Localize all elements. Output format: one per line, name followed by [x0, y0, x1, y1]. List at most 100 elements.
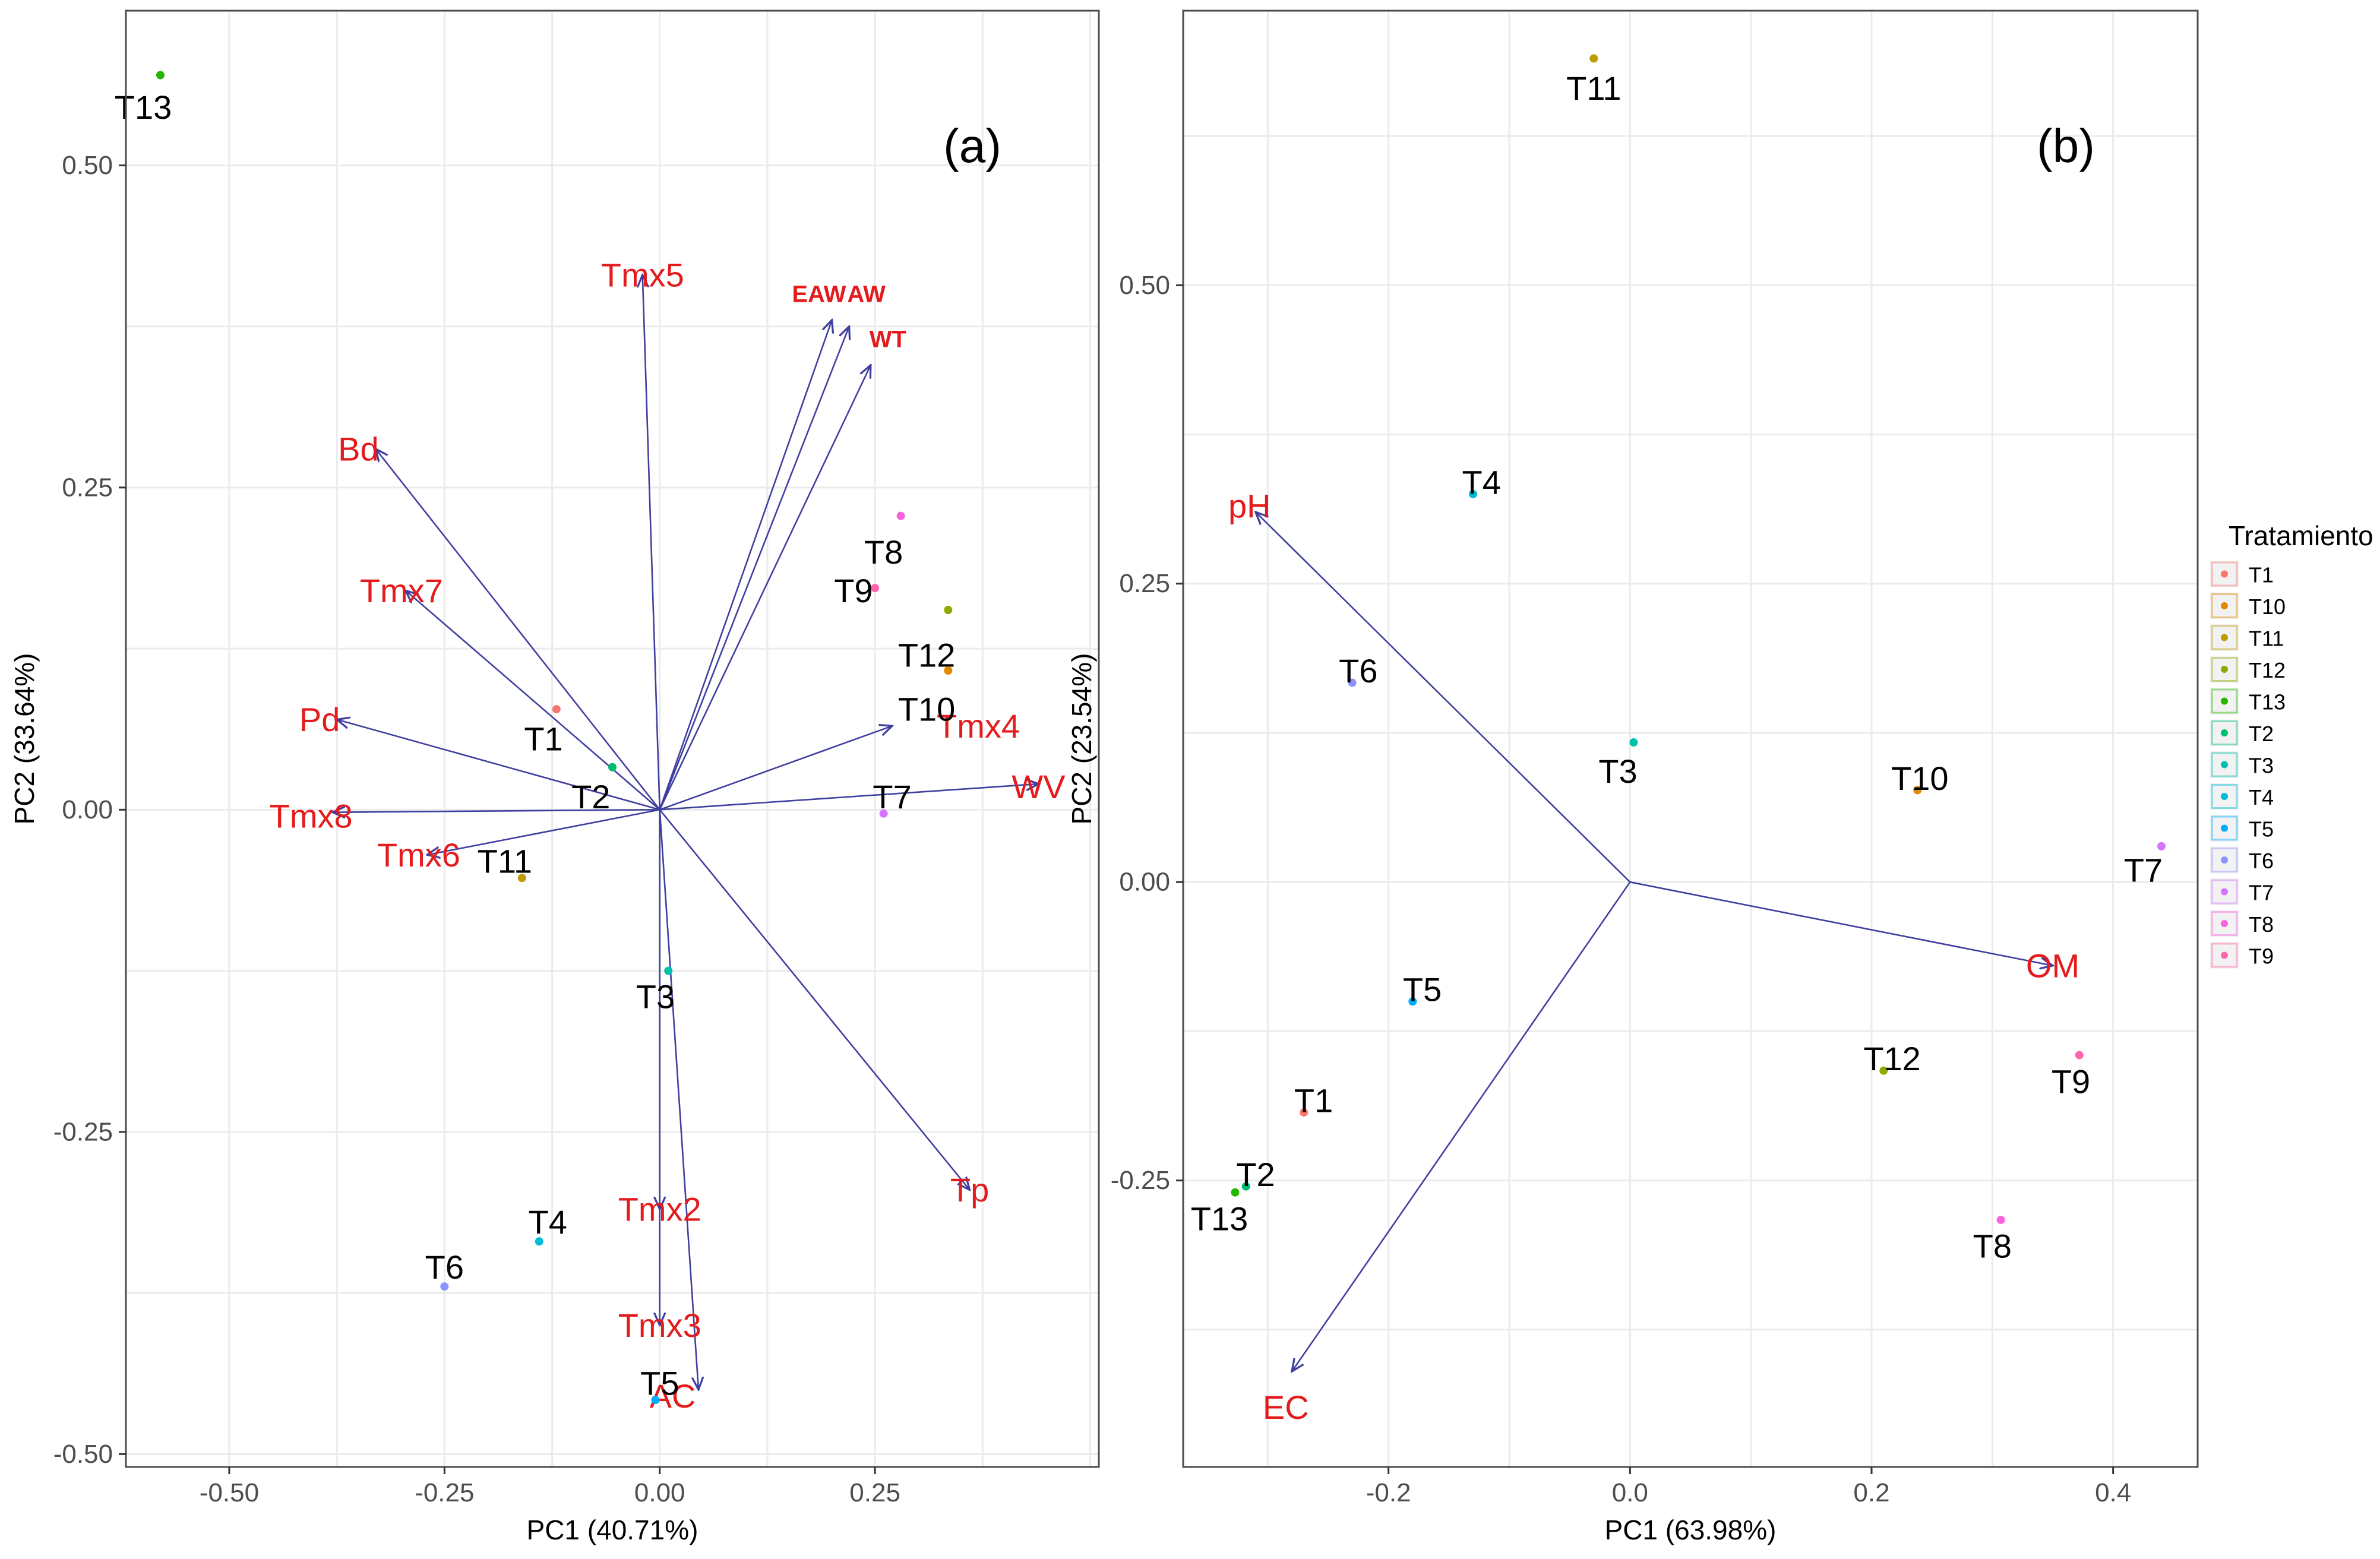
- point-label-b-t10: T10: [1891, 760, 1949, 797]
- point-label-a-t3: T3: [636, 978, 675, 1015]
- legend-key-outline-t1: [2211, 561, 2238, 587]
- legend-swatch-t13: [2221, 697, 2228, 705]
- point-b-t5: [1408, 997, 1417, 1006]
- panel-b-grid: [1183, 11, 2198, 1467]
- x-tick-label-b-1: 0.0: [1612, 1478, 1648, 1507]
- legend-label-t11: T11: [2249, 627, 2284, 651]
- legend-key-outline-t3: [2211, 752, 2238, 777]
- y-tick-label-a-4: 0.50: [62, 151, 113, 180]
- point-b-t10: [1913, 786, 1922, 795]
- legend-label-t1: T1: [2249, 563, 2274, 587]
- y-tick-label-a-3: 0.25: [62, 473, 113, 502]
- panel-b-border: [1182, 10, 2199, 1468]
- vector-label-a-tmx2: Tmx2: [618, 1191, 701, 1228]
- point-a-t13: [156, 71, 165, 80]
- point-label-a-t4: T4: [529, 1203, 567, 1241]
- legend-label-t8: T8: [2249, 912, 2274, 937]
- panel-a-background: [126, 11, 1099, 1467]
- vector-a-wv: [659, 784, 1039, 811]
- x-axis-title-b: PC1 (63.98%): [1605, 1514, 1777, 1545]
- legend-swatch-t8: [2221, 920, 2228, 927]
- y-tick-label-b-2: 0.25: [1119, 569, 1170, 598]
- vector-label-a-ac: AC: [650, 1377, 696, 1415]
- point-a-t12: [944, 606, 953, 615]
- legend-title: Tratamiento: [2229, 520, 2373, 551]
- vector-label-b-ph: pH: [1228, 488, 1271, 525]
- point-label-a-t9: T9: [834, 572, 873, 609]
- point-label-a-t1: T1: [524, 720, 562, 758]
- x-tick-label-a-3: 0.25: [849, 1478, 900, 1507]
- vector-label-b-om: OM: [2026, 947, 2079, 984]
- vector-label-a-tmx8: Tmx8: [270, 798, 353, 835]
- point-label-b-t1: T1: [1294, 1082, 1333, 1119]
- vector-a-tmx5: [643, 275, 661, 810]
- vector-a-bd: [375, 449, 660, 811]
- panel-a-axes: -0.50 -0.25 0.00 0.25 -0.50 -0.25 0.00 0.25 0.50…: [9, 151, 900, 1545]
- panel-a-border: [125, 10, 1100, 1468]
- vector-b-om: [1630, 881, 2053, 966]
- legend-swatch-t11: [2221, 634, 2228, 641]
- point-label-a-t8: T8: [864, 533, 903, 571]
- point-a-t5: [651, 1396, 660, 1405]
- y-tick-label-a-0: -0.50: [53, 1440, 113, 1469]
- vector-a-wt: [659, 365, 871, 810]
- panel-a-loading-vectors: Tmx5 EAW AW WT Bd Tmx7 Pd Tmx8 Tmx6 Tmx4 WV Tp Tmx2 T…: [270, 256, 1066, 1415]
- point-label-b-t7: T7: [2124, 852, 2163, 889]
- legend-key-outline-t11: [2211, 625, 2238, 650]
- point-b-t4: [1469, 489, 1477, 498]
- point-b-t6: [1348, 678, 1357, 687]
- point-label-b-t11: T11: [1566, 69, 1621, 107]
- y-tick-label-b-3: 0.50: [1119, 271, 1170, 300]
- legend-label-t7: T7: [2249, 881, 2274, 905]
- point-label-b-t4: T4: [1462, 463, 1501, 501]
- vector-label-a-tmx7: Tmx7: [360, 572, 443, 609]
- legend-swatch-t1: [2221, 570, 2228, 578]
- vector-label-a-aw: AW: [847, 281, 886, 307]
- legend-key-outline-t2: [2211, 720, 2238, 745]
- vector-a-tp: [659, 809, 970, 1190]
- legend-label-t9: T9: [2249, 944, 2274, 969]
- point-label-b-t13: T13: [1191, 1200, 1249, 1237]
- vector-b-ec: [1292, 881, 1631, 1371]
- legend-label-t5: T5: [2249, 817, 2274, 842]
- legend-key-outline-t4: [2211, 784, 2238, 809]
- panel-b-label: (b): [2037, 119, 2095, 172]
- point-b-t7: [2157, 842, 2166, 850]
- point-a-t2: [608, 763, 617, 771]
- point-label-a-t10: T10: [898, 691, 956, 728]
- legend-key-outline-t5: [2211, 815, 2238, 841]
- panel-b-loading-vectors: pH OM EC: [1228, 488, 2079, 1426]
- vector-label-a-tmx3: Tmx3: [618, 1307, 701, 1344]
- point-label-a-t5: T5: [640, 1364, 679, 1402]
- legend-swatch-t3: [2221, 761, 2228, 769]
- panel-b-axes: -0.2 0.0 0.2 0.4 -0.25 0.00 0.25 0.50 PC1 (63.98…: [1066, 271, 2131, 1545]
- point-a-t10: [944, 666, 953, 675]
- y-tick-label-b-1: 0.00: [1119, 868, 1170, 897]
- legend-label-t3: T3: [2249, 754, 2274, 778]
- y-tick-label-b-0: -0.25: [1111, 1166, 1170, 1195]
- point-a-t4: [535, 1237, 543, 1246]
- legend-label-t10: T10: [2249, 594, 2286, 619]
- vector-label-a-tmx5: Tmx5: [601, 256, 684, 293]
- vector-label-a-tp: Tp: [950, 1171, 989, 1209]
- panel-b-background: [1183, 11, 2198, 1467]
- x-tick-label-a-2: 0.00: [634, 1478, 685, 1507]
- point-label-a-t6: T6: [425, 1248, 464, 1286]
- legend-swatch-t4: [2221, 793, 2228, 800]
- legend-swatch-t12: [2221, 666, 2228, 673]
- x-axis-title-a: PC1 (40.71%): [527, 1514, 698, 1545]
- point-a-t6: [440, 1282, 449, 1291]
- point-b-t11: [1589, 54, 1598, 63]
- vector-a-tmx7: [406, 590, 660, 811]
- point-label-a-t11: T11: [478, 843, 532, 880]
- legend-key-outline-t13: [2211, 688, 2238, 714]
- y-axis-title-b: PC2 (23.54%): [1066, 653, 1097, 825]
- panel-b-points: T11 T4 T6 T3 T10 T7 T5 T12 T9 T1 T2 T13 T8: [1191, 54, 2166, 1265]
- point-a-t8: [896, 511, 905, 520]
- vector-a-aw: [659, 327, 849, 810]
- legend-key-outline-t8: [2211, 911, 2238, 936]
- legend-swatch-t7: [2221, 888, 2228, 896]
